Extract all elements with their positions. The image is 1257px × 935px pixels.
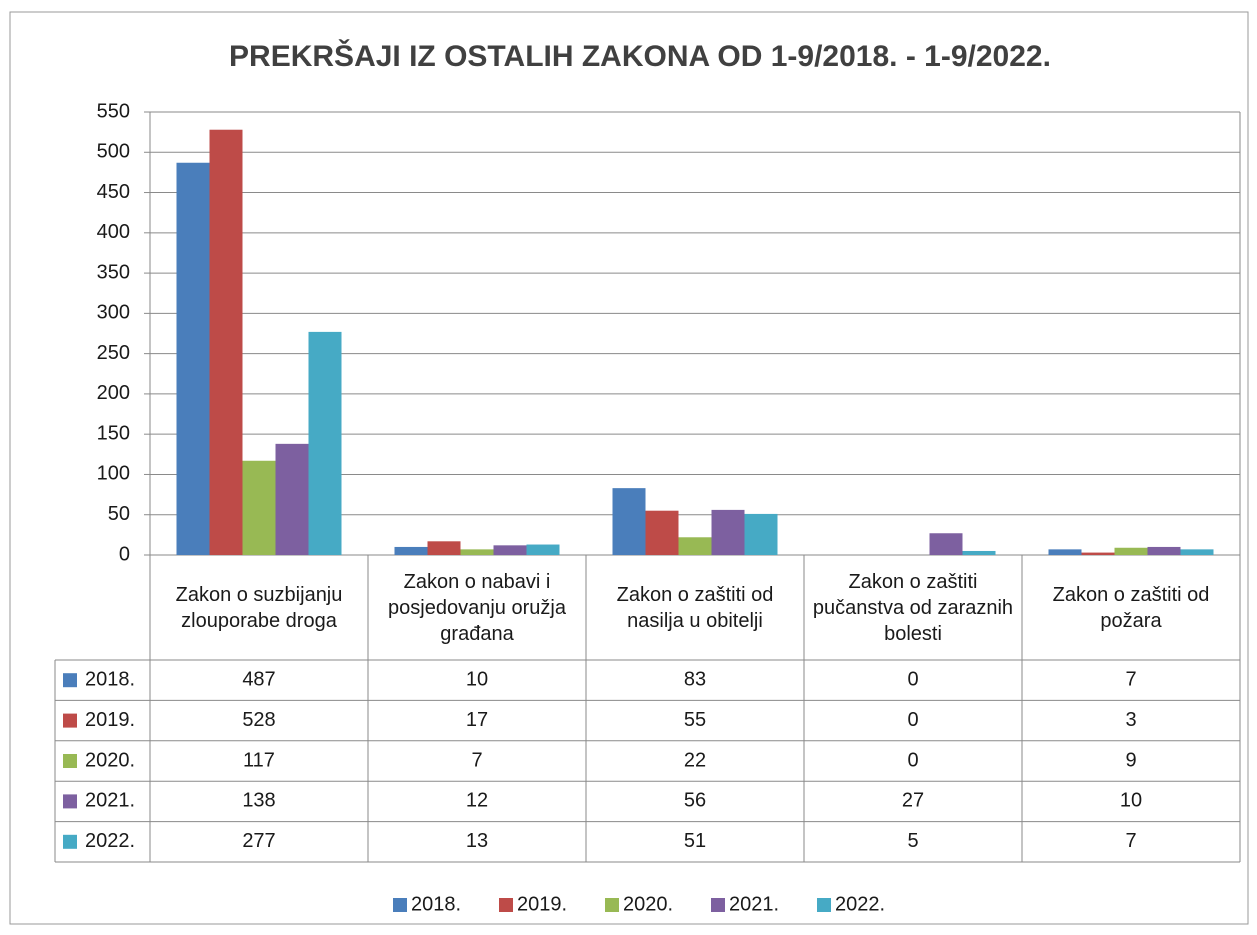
table-value: 277 (242, 830, 275, 852)
table-value: 138 (242, 790, 275, 812)
bar (308, 331, 342, 555)
table-value: 7 (1125, 668, 1136, 690)
chart-title: PREKRŠAJI IZ OSTALIH ZAKONA OD 1-9/2018.… (229, 39, 1051, 73)
bar (711, 509, 745, 555)
legend-key (63, 754, 77, 768)
category-cell: Zakon o nabavi i posjedovanju oružja gra… (388, 570, 566, 645)
legend-key (393, 898, 407, 912)
table-value: 9 (1125, 749, 1136, 771)
legend-key (499, 898, 513, 912)
legend-label: 2021. (729, 893, 779, 915)
y-tick-label: 150 (97, 422, 130, 444)
y-tick-label: 500 (97, 141, 130, 163)
legend-key (63, 834, 77, 849)
legend-key (711, 898, 725, 912)
table-value: 0 (907, 749, 918, 771)
table-value: 528 (242, 709, 275, 731)
row-label: 2020. (85, 749, 135, 771)
table-value: 13 (466, 830, 488, 852)
category-cell: Zakon o zaštiti pučanstva od zaraznih bo… (812, 570, 1014, 645)
bar (744, 513, 778, 555)
bar (394, 546, 428, 555)
y-tick-label: 400 (97, 221, 130, 243)
bar (645, 510, 679, 555)
bar (460, 549, 494, 555)
bar (242, 460, 276, 555)
bar (427, 541, 461, 555)
table-value: 12 (466, 790, 488, 812)
y-tick-label: 550 (97, 100, 130, 122)
table-value: 17 (466, 709, 488, 731)
table-value: 3 (1125, 709, 1136, 731)
bar (176, 162, 210, 555)
y-tick-label: 100 (97, 463, 130, 485)
row-label: 2021. (85, 790, 135, 812)
x-tick-label: Zakon o zaštiti od požara (1052, 583, 1210, 632)
bar (1048, 549, 1082, 555)
legend-label: 2020. (623, 893, 673, 915)
bar (612, 488, 646, 555)
bar (1114, 547, 1148, 555)
category-cell: Zakon o zaštiti od požara (1052, 583, 1210, 632)
y-tick-label: 0 (119, 543, 130, 565)
legend-key (63, 673, 77, 688)
category-cell: Zakon o zaštiti od nasilja u obitelji (616, 583, 774, 632)
table-value: 55 (684, 709, 706, 731)
table-value: 51 (684, 830, 706, 852)
table-value: 27 (902, 790, 924, 812)
x-tick-label: Zakon o zaštiti od nasilja u obitelji (616, 583, 774, 632)
table-value: 56 (684, 790, 706, 812)
x-tick-label: Zakon o nabavi i posjedovanju oružja gra… (388, 570, 566, 645)
legend-label: 2022. (835, 893, 885, 915)
table-value: 83 (684, 668, 706, 690)
table-value: 7 (471, 749, 482, 771)
legend-key (63, 794, 77, 809)
category-cell: Zakon o suzbijanju zlouporabe droga (175, 583, 343, 632)
y-tick-label: 300 (97, 302, 130, 324)
legend-key (63, 713, 77, 728)
y-tick-label: 50 (108, 503, 130, 525)
bar (929, 533, 963, 555)
row-label: 2022. (85, 830, 135, 852)
row-label: 2019. (85, 709, 135, 731)
y-tick-label: 450 (97, 181, 130, 203)
legend-label: 2019. (517, 893, 567, 915)
table-value: 117 (243, 749, 275, 771)
bar (962, 550, 996, 555)
legend-key (605, 898, 619, 912)
bar (493, 545, 527, 555)
x-tick-label: Zakon o suzbijanju zlouporabe droga (175, 583, 343, 632)
y-tick-label: 350 (97, 261, 130, 283)
table-value: 0 (907, 668, 918, 690)
table-value: 487 (242, 668, 275, 690)
y-tick-label: 250 (97, 342, 130, 364)
x-tick-label: Zakon o zaštiti pučanstva od zaraznih bo… (812, 570, 1014, 645)
bar (209, 129, 243, 555)
table-value: 7 (1125, 830, 1136, 852)
table-value: 10 (466, 668, 488, 690)
bar (1081, 552, 1115, 555)
table-value: 10 (1120, 790, 1142, 812)
bar (1147, 546, 1181, 555)
legend-label: 2018. (411, 893, 461, 915)
bar (1180, 549, 1214, 555)
row-label: 2018. (85, 668, 135, 690)
bar (526, 544, 560, 555)
bar (678, 537, 712, 555)
bar (275, 443, 309, 555)
table-value: 22 (684, 749, 706, 771)
legend-key (817, 898, 831, 912)
table-value: 5 (907, 830, 918, 852)
y-tick-label: 200 (97, 382, 130, 404)
table-value: 0 (907, 709, 918, 731)
